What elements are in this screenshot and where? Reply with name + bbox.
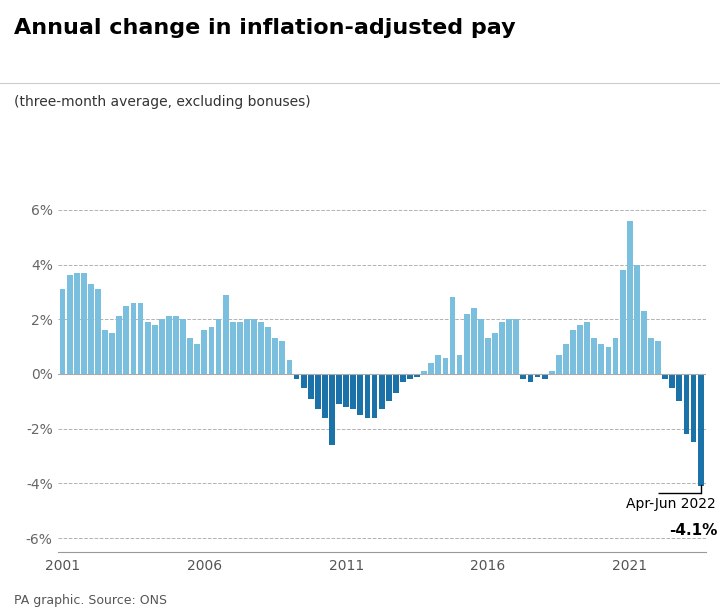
Bar <box>130 303 136 374</box>
Bar <box>329 374 335 445</box>
Bar <box>662 374 668 379</box>
Text: Apr-Jun 2022: Apr-Jun 2022 <box>626 497 716 511</box>
Bar <box>620 270 626 374</box>
Bar <box>570 330 576 374</box>
Bar <box>393 374 399 393</box>
Bar <box>528 374 534 382</box>
Bar <box>414 374 420 376</box>
Bar <box>506 319 512 374</box>
Bar <box>123 305 130 374</box>
Bar <box>443 357 449 374</box>
Bar <box>222 295 228 374</box>
Bar <box>683 374 689 434</box>
Bar <box>145 322 150 374</box>
Bar <box>364 374 370 417</box>
Bar <box>585 322 590 374</box>
Bar <box>74 273 80 374</box>
Bar <box>180 319 186 374</box>
Bar <box>244 319 250 374</box>
Bar <box>294 374 300 379</box>
Bar <box>67 275 73 374</box>
Bar <box>215 319 222 374</box>
Bar <box>471 308 477 374</box>
Bar <box>478 319 484 374</box>
Bar <box>81 273 86 374</box>
Bar <box>301 374 307 387</box>
Bar <box>209 327 215 374</box>
Bar <box>421 371 427 374</box>
Bar <box>343 374 349 407</box>
Bar <box>698 374 703 486</box>
Bar <box>577 325 583 374</box>
Bar <box>159 319 165 374</box>
Bar <box>541 374 548 379</box>
Bar <box>677 374 683 402</box>
Bar <box>202 330 207 374</box>
Bar <box>606 346 611 374</box>
Bar <box>400 374 406 382</box>
Bar <box>492 333 498 374</box>
Bar <box>634 265 640 374</box>
Bar <box>407 374 413 379</box>
Bar <box>513 319 519 374</box>
Bar <box>464 314 469 374</box>
Text: PA graphic. Source: ONS: PA graphic. Source: ONS <box>14 594 167 607</box>
Bar <box>152 325 158 374</box>
Bar <box>138 303 143 374</box>
Bar <box>265 327 271 374</box>
Bar <box>272 338 278 374</box>
Bar <box>641 311 647 374</box>
Bar <box>499 322 505 374</box>
Bar <box>279 341 285 374</box>
Bar <box>117 316 122 374</box>
Bar <box>670 374 675 387</box>
Bar <box>648 338 654 374</box>
Bar <box>521 374 526 379</box>
Bar <box>436 355 441 374</box>
Text: -4.1%: -4.1% <box>670 523 718 538</box>
Bar <box>109 333 115 374</box>
Bar <box>166 316 172 374</box>
Bar <box>485 338 491 374</box>
Text: (three-month average, excluding bonuses): (three-month average, excluding bonuses) <box>14 95 311 109</box>
Bar <box>357 374 363 415</box>
Bar <box>690 374 696 443</box>
Bar <box>379 374 384 409</box>
Bar <box>230 322 235 374</box>
Text: Annual change in inflation-adjusted pay: Annual change in inflation-adjusted pay <box>14 18 516 39</box>
Bar <box>556 355 562 374</box>
Bar <box>627 221 633 374</box>
Bar <box>307 374 314 398</box>
Bar <box>187 338 193 374</box>
Bar <box>563 344 569 374</box>
Bar <box>598 344 604 374</box>
Bar <box>351 374 356 409</box>
Bar <box>535 374 541 376</box>
Bar <box>173 316 179 374</box>
Bar <box>258 322 264 374</box>
Bar <box>372 374 377 417</box>
Bar <box>194 344 200 374</box>
Bar <box>237 322 243 374</box>
Bar <box>60 289 66 374</box>
Bar <box>591 338 597 374</box>
Bar <box>428 363 434 374</box>
Bar <box>549 371 554 374</box>
Bar <box>655 341 661 374</box>
Bar <box>287 360 292 374</box>
Bar <box>88 284 94 374</box>
Bar <box>456 355 462 374</box>
Bar <box>102 330 108 374</box>
Bar <box>449 297 456 374</box>
Bar <box>386 374 392 402</box>
Bar <box>95 289 101 374</box>
Bar <box>613 338 618 374</box>
Bar <box>336 374 342 404</box>
Bar <box>322 374 328 417</box>
Bar <box>251 319 257 374</box>
Bar <box>315 374 320 409</box>
